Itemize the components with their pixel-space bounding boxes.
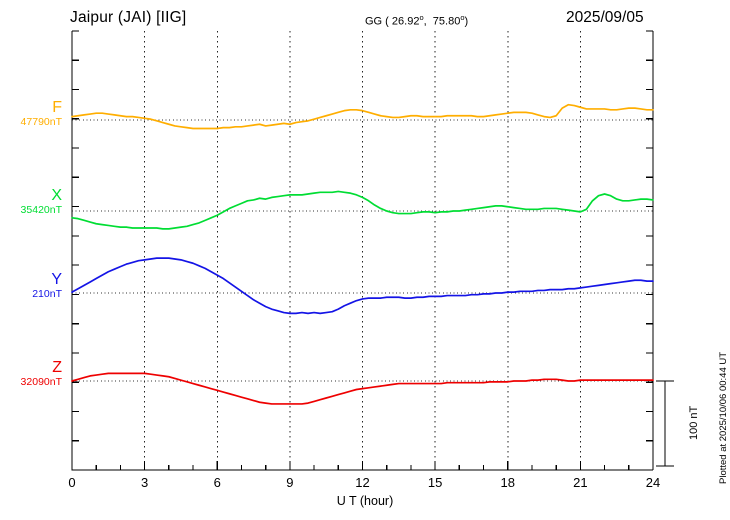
station-title: Jaipur (JAI) [IIG] xyxy=(70,9,187,26)
component-symbol-F: F xyxy=(52,99,62,116)
component-baseline-F: 47790nT xyxy=(20,116,62,128)
x-tick-label: 6 xyxy=(214,475,221,490)
component-label-Y: Y 210nT xyxy=(0,272,62,301)
x-tick-label: 15 xyxy=(428,475,442,490)
degree-icon: o xyxy=(460,13,465,22)
geographic-coordinates: GG ( 26.92o, 75.80o) xyxy=(365,13,468,28)
geo-prefix: GG xyxy=(365,15,383,28)
component-baseline-X: 35420nT xyxy=(20,204,62,216)
trace-F xyxy=(71,103,654,130)
component-symbol-Z: Z xyxy=(52,359,62,376)
x-tick-label: 3 xyxy=(141,475,148,490)
x-tick-label: 9 xyxy=(286,475,293,490)
component-symbol-X: X xyxy=(51,187,62,204)
scale-bar-label: 100 nT xyxy=(688,405,700,440)
observation-date: 2025/09/05 xyxy=(566,9,644,26)
degree-icon: o xyxy=(419,13,424,22)
x-tick-label: 12 xyxy=(355,475,369,490)
x-tick-labels: 0 3 6 9 12 15 18 21 24 xyxy=(68,475,660,490)
x-tick-label: 24 xyxy=(646,475,660,490)
component-symbol-Y: Y xyxy=(51,271,62,288)
geo-separator: , xyxy=(423,15,433,28)
geo-open-paren: ( xyxy=(382,15,392,28)
component-label-X: X 35420nT xyxy=(0,188,62,217)
trace-Z xyxy=(71,372,654,405)
trace-Y xyxy=(71,257,654,315)
x-tick-label: 21 xyxy=(573,475,587,490)
x-tick-label: 0 xyxy=(68,475,75,490)
scale-bar xyxy=(656,380,674,467)
trace-X xyxy=(71,190,654,230)
x-tick-label: 18 xyxy=(501,475,515,490)
component-label-Z: Z 32090nT xyxy=(0,360,62,389)
geo-latitude: 26.92 xyxy=(391,15,420,28)
component-traces xyxy=(71,103,654,405)
geo-close-paren: ) xyxy=(464,15,469,28)
component-baseline-Z: 32090nT xyxy=(20,376,62,388)
axis-ticks xyxy=(71,30,654,471)
geo-longitude: 75.80 xyxy=(432,15,461,28)
plot-timestamp: Plotted at 2025/10/06 00:44 UT xyxy=(718,351,729,484)
grid-layer xyxy=(144,31,581,470)
component-label-F: F 47790nT xyxy=(0,100,62,129)
x-axis-title: U T (hour) xyxy=(336,494,394,508)
component-baseline-Y: 210nT xyxy=(32,288,62,300)
